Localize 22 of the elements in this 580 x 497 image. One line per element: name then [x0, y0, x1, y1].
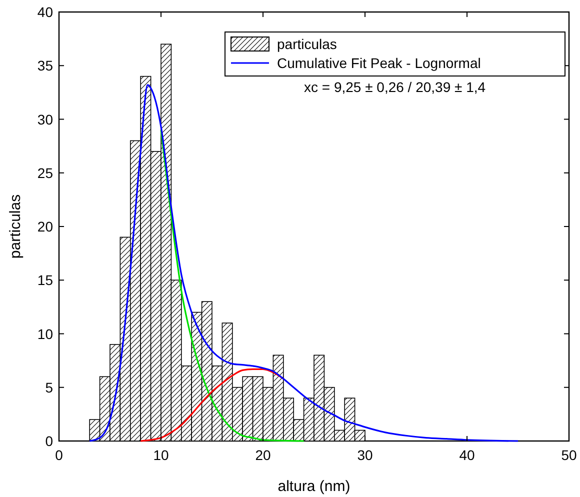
y-tick-label: 10: [37, 326, 54, 342]
legend-label: Cumulative Fit Peak - Lognormal: [277, 55, 481, 71]
y-tick-label: 25: [37, 164, 54, 181]
y-tick-label: 40: [37, 4, 54, 20]
line-series: [140, 368, 284, 442]
line-series: [160, 129, 305, 442]
x-tick-label: 0: [55, 447, 64, 463]
y-tick-label: 15: [37, 272, 54, 288]
y-tick-label: 30: [37, 111, 54, 128]
y-tick-label: 35: [37, 58, 54, 74]
y-tick-label: 20: [37, 218, 54, 234]
x-axis-title: altura (nm): [278, 478, 350, 495]
y-axis-title: particulas: [7, 194, 24, 259]
y-tick-label: 5: [45, 379, 54, 396]
x-tick-label: 40: [459, 447, 475, 463]
annotation: xc = 9,25 ± 0,26 / 20,39 ± 1,4: [304, 79, 486, 95]
x-tick-label: 10: [153, 447, 169, 463]
x-tick-label: 20: [255, 447, 271, 463]
x-tick-label: 30: [357, 447, 373, 463]
x-tick-label: 50: [561, 447, 577, 463]
y-tick-label: 0: [45, 433, 54, 449]
legend-label: particulas: [277, 36, 337, 52]
